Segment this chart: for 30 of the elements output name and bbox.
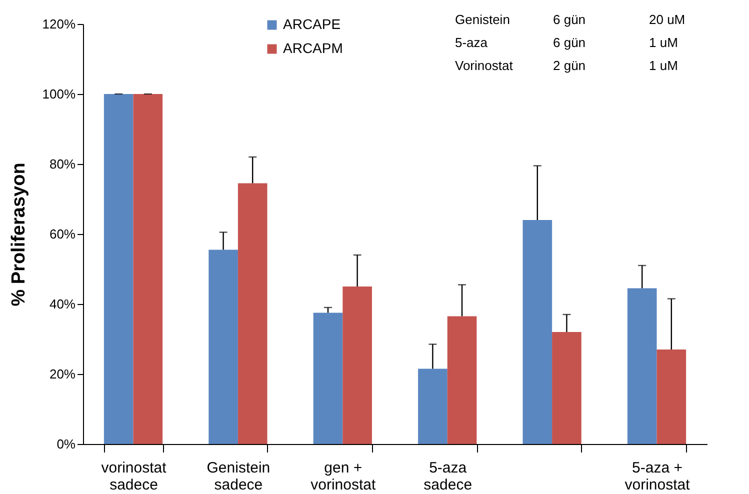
x-tick-label: 5-aza + vorinostat <box>624 460 691 494</box>
bar <box>656 350 686 444</box>
legend-label: ARCAPE <box>283 16 341 32</box>
text: Genistein 6 gün 20 uM <box>455 12 686 27</box>
y-tick-label: 20% <box>49 366 76 382</box>
bar <box>313 312 343 444</box>
y-axis-title: % Proliferasyon <box>8 162 30 306</box>
y-tick-label: 40% <box>49 296 76 312</box>
bar <box>342 286 372 444</box>
bar <box>627 288 657 444</box>
x-tick-label: 5-aza sadece <box>424 460 472 494</box>
x-tick-label: gen + vorinostat <box>310 460 376 494</box>
bar <box>447 316 477 444</box>
text: Vorinostat 2 gün 1 uM <box>455 58 678 73</box>
bar <box>418 368 448 444</box>
text: 5-aza 6 gün 1 uM <box>455 35 678 50</box>
y-tick-label: 120% <box>42 16 76 32</box>
bar <box>133 94 163 444</box>
bar <box>238 183 268 444</box>
legend-label: ARCAPM <box>283 40 343 56</box>
bar <box>552 332 582 444</box>
bar <box>522 220 552 444</box>
y-tick-label: 100% <box>42 86 76 102</box>
y-tick-label: 60% <box>49 226 76 242</box>
y-tick-label: 0% <box>56 436 76 452</box>
x-tick-label: Genistein sadece <box>206 460 270 494</box>
bar <box>104 94 134 444</box>
x-tick-label: vorinostat sadece <box>101 460 168 494</box>
y-tick-label: 80% <box>49 156 76 172</box>
bar <box>208 250 238 444</box>
